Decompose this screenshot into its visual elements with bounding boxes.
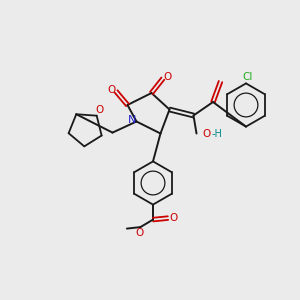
Text: O: O (135, 227, 143, 238)
Text: O: O (163, 72, 171, 82)
Text: O: O (169, 213, 178, 223)
Text: O: O (95, 105, 103, 115)
Text: -H: -H (211, 129, 222, 139)
Text: O: O (108, 85, 116, 95)
Text: Cl: Cl (242, 72, 253, 82)
Text: O: O (202, 129, 210, 139)
Text: N: N (128, 115, 136, 125)
